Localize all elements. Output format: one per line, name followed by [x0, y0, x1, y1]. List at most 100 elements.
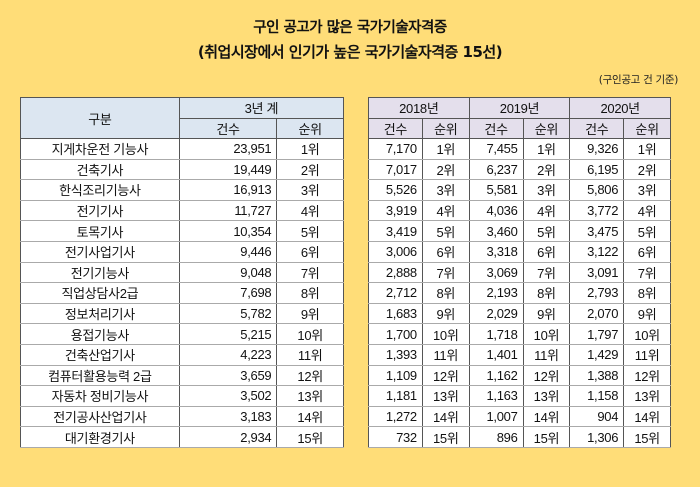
count-2018: 1,393	[368, 343, 423, 366]
total-count: 16,913	[178, 179, 278, 201]
total-rank: 5위	[276, 220, 344, 242]
count-2020: 904	[569, 405, 625, 428]
left-table-body: 지게차운전 기능사 23,951 1위 건축기사 19,449 2위 한식조리기능사 16,9…	[20, 138, 344, 448]
header-rank: 순위	[276, 117, 344, 139]
rank-2018: 4위	[421, 199, 470, 222]
table-row: 3,919 4위 4,036 4위 3,772 4위	[368, 199, 671, 222]
count-2019: 2,029	[468, 302, 524, 325]
header-count: 건수	[178, 117, 278, 139]
total-rank: 14위	[276, 405, 344, 428]
count-2019: 4,036	[468, 199, 524, 222]
table-row: 1,683 9위 2,029 9위 2,070 9위	[368, 302, 671, 325]
count-2018: 1,272	[368, 405, 423, 428]
rank-2019: 13위	[522, 385, 571, 407]
right-table-body: 7,170 1위 7,455 1위 9,326 1위 7,017 2위 6,237 2위 6,195…	[368, 138, 671, 448]
rank-2019: 7위	[522, 261, 571, 284]
header-year-2019: 2019년	[468, 97, 571, 119]
total-rank: 2위	[276, 158, 344, 181]
rank-2020: 3위	[623, 179, 671, 201]
rank-2020: 8위	[623, 282, 671, 304]
total-rank: 15위	[276, 426, 344, 448]
rank-2019: 4위	[522, 199, 571, 222]
count-2019: 3,069	[468, 261, 524, 284]
total-rank: 6위	[276, 240, 344, 263]
table-row: 건축산업기사 4,223 11위	[20, 343, 344, 366]
rank-2020: 13위	[623, 385, 671, 407]
count-2019: 3,460	[468, 220, 524, 242]
yearly-table: 2018년 2019년 2020년 건수 순위 건수 순위 건수 순위 7,17…	[368, 97, 671, 448]
rank-2020: 1위	[623, 138, 671, 160]
rank-2019: 15위	[522, 426, 571, 448]
count-2020: 3,772	[569, 199, 625, 222]
rank-2019: 12위	[522, 364, 571, 387]
count-2018: 1,683	[368, 302, 423, 325]
total-rank: 3위	[276, 179, 344, 201]
total-rank: 7위	[276, 261, 344, 284]
rank-2020: 11위	[623, 343, 671, 366]
rank-2018: 9위	[421, 302, 470, 325]
rank-2018: 12위	[421, 364, 470, 387]
count-2020: 5,806	[569, 179, 625, 201]
count-2018: 2,712	[368, 282, 423, 304]
table-row: 5,526 3위 5,581 3위 5,806 3위	[368, 179, 671, 201]
total-rank: 10위	[276, 323, 344, 345]
header-year-2020: 2020년	[569, 97, 671, 119]
count-2019: 1,007	[468, 405, 524, 428]
total-3yr-table: 구분 3년 계 건수 순위 지게차운전 기능사 23,951 1위 건축기사 19,44…	[20, 97, 345, 448]
table-row: 건축기사 19,449 2위	[20, 158, 344, 181]
certificate-name: 건축산업기사	[20, 343, 180, 366]
rank-2018: 10위	[421, 323, 470, 345]
header-3yr-total: 3년 계	[178, 97, 345, 119]
count-2020: 3,475	[569, 220, 625, 242]
rank-2020: 2위	[623, 158, 671, 181]
count-2018: 7,017	[368, 158, 423, 181]
count-2018: 3,919	[368, 199, 423, 222]
rank-2018: 1위	[421, 138, 470, 160]
count-2018: 5,526	[368, 179, 423, 201]
header-rank: 순위	[522, 117, 571, 139]
title-sub: (취업시장에서 인기가 높은 국가기술자격증 15선)	[197, 43, 503, 61]
rank-2018: 14위	[421, 405, 470, 428]
rank-2019: 11위	[522, 343, 571, 366]
table-row: 직업상담사2급 7,698 8위	[20, 282, 344, 304]
rank-2020: 7위	[623, 261, 671, 284]
count-2019: 6,237	[468, 158, 524, 181]
count-2018: 7,170	[368, 138, 423, 160]
header-count: 건수	[569, 117, 625, 139]
rank-2020: 14위	[623, 405, 671, 428]
table-row: 컴퓨터활용능력 2급 3,659 12위	[20, 364, 344, 387]
rank-2018: 3위	[421, 179, 470, 201]
count-2020: 1,797	[569, 323, 625, 345]
header-count: 건수	[368, 117, 423, 139]
count-2019: 1,718	[468, 323, 524, 345]
table-row: 3,006 6위 3,318 6위 3,122 6위	[368, 240, 671, 263]
total-count: 5,215	[178, 323, 278, 345]
total-count: 5,782	[178, 302, 278, 325]
certificate-name: 자동차 정비기능사	[20, 385, 180, 407]
certificate-name: 토목기사	[20, 220, 180, 242]
rank-2019: 2위	[522, 158, 571, 181]
total-count: 11,727	[178, 199, 278, 222]
certificate-name: 직업상담사2급	[20, 282, 180, 304]
total-rank: 1위	[276, 138, 344, 160]
total-count: 3,502	[178, 385, 278, 407]
count-2019: 7,455	[468, 138, 524, 160]
certificate-name: 컴퓨터활용능력 2급	[20, 364, 180, 387]
table-row: 대기환경기사 2,934 15위	[20, 426, 344, 448]
rank-2018: 15위	[421, 426, 470, 448]
count-2019: 3,318	[468, 240, 524, 263]
count-2018: 1,109	[368, 364, 423, 387]
header-rank: 순위	[623, 117, 671, 139]
header-category: 구분	[20, 97, 180, 139]
table-row: 전기기능사 9,048 7위	[20, 261, 344, 284]
total-count: 10,354	[178, 220, 278, 242]
table-row: 한식조리기능사 16,913 3위	[20, 179, 344, 201]
rank-2020: 6위	[623, 240, 671, 263]
count-2018: 1,181	[368, 385, 423, 407]
count-2019: 1,162	[468, 364, 524, 387]
total-rank: 8위	[276, 282, 344, 304]
total-count: 7,698	[178, 282, 278, 304]
rank-2019: 1위	[522, 138, 571, 160]
count-2020: 3,091	[569, 261, 625, 284]
count-2019: 5,581	[468, 179, 524, 201]
